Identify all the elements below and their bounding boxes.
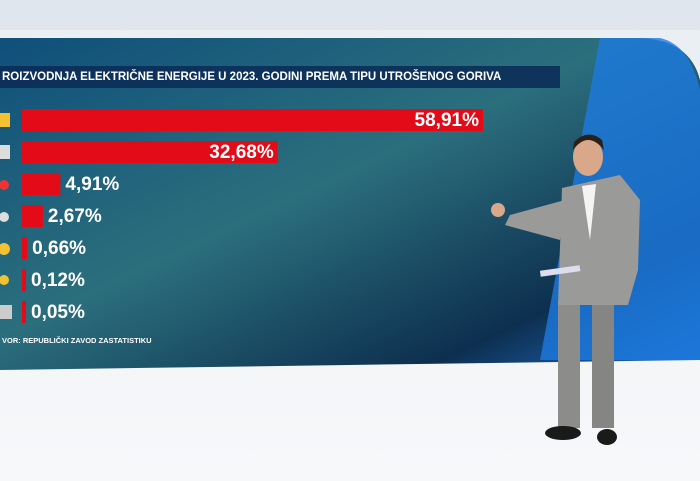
chart-title: ROIZVODNJA ELEKTRIČNE ENERGIJE U 2023. G… — [2, 70, 501, 83]
bar — [22, 301, 26, 323]
ceiling — [0, 0, 700, 30]
value-label: 0,05% — [31, 302, 85, 323]
bar — [22, 141, 278, 163]
source: VOR: REPUBLIČKI ZAVOD ZASTATISTIKU — [2, 336, 152, 345]
title-bar — [0, 66, 560, 88]
value-label: 58,91% — [415, 110, 480, 131]
value-label: 2,67% — [48, 206, 102, 227]
value-label: 0,12% — [31, 270, 85, 291]
icons — [0, 113, 12, 319]
bar — [22, 205, 43, 227]
presenter — [491, 134, 640, 445]
bar — [22, 269, 26, 291]
value-label: 0,66% — [32, 238, 86, 259]
bar — [22, 109, 483, 131]
value-label: 32,68% — [209, 142, 274, 163]
bar — [22, 173, 61, 195]
value-label: 4,91% — [65, 174, 119, 195]
bar — [22, 237, 28, 259]
